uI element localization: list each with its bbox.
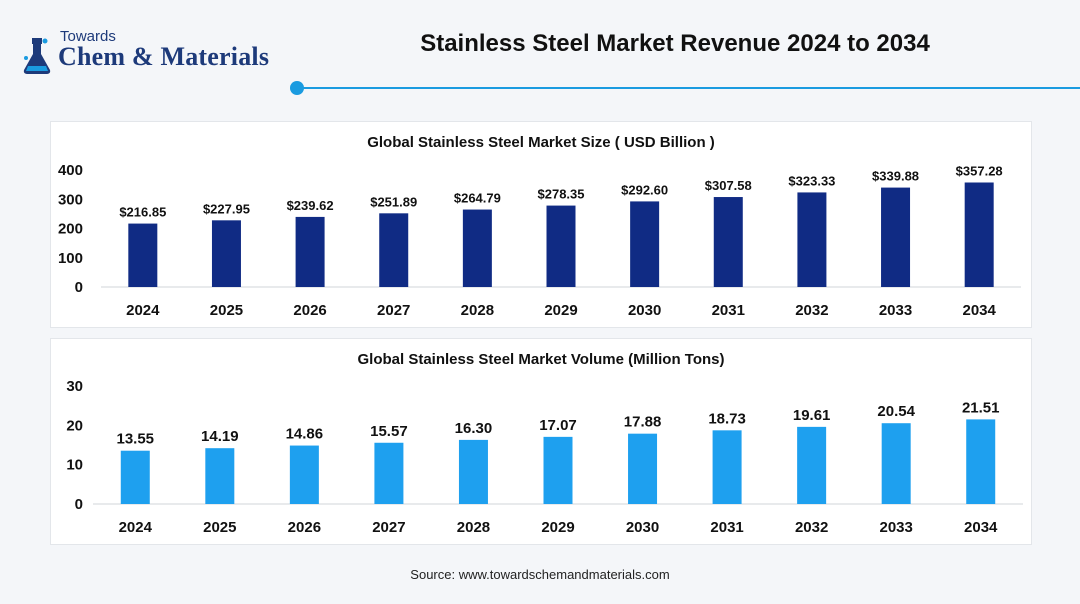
volume-data-label: 18.73 (708, 410, 746, 427)
volume-x-tick-label: 2032 (795, 519, 828, 536)
revenue-data-label: $264.79 (454, 191, 501, 206)
revenue-data-label: $357.28 (956, 163, 1003, 178)
revenue-data-label: $278.35 (538, 187, 585, 202)
volume-bar[interactable] (628, 433, 658, 504)
volume-bar[interactable] (374, 442, 404, 504)
revenue-x-tick-label: 2028 (461, 302, 494, 319)
volume-bar[interactable] (543, 436, 573, 504)
revenue-x-tick-label: 2034 (962, 302, 996, 319)
volume-x-tick-label: 2025 (203, 519, 236, 536)
volume-x-tick-label: 2024 (119, 519, 153, 536)
revenue-x-tick-label: 2033 (879, 302, 912, 319)
revenue-data-label: $339.88 (872, 169, 919, 184)
source-note: Source: www.towardschemandmaterials.com (410, 567, 670, 582)
revenue-bar[interactable] (379, 213, 409, 287)
revenue-bar[interactable] (964, 182, 994, 287)
volume-y-tick-label: 0 (75, 496, 83, 513)
revenue-y-tick-label: 300 (58, 191, 83, 208)
revenue-bar[interactable] (630, 201, 660, 287)
logo-towards-text: Towards (60, 28, 116, 45)
volume-bar[interactable] (797, 426, 827, 504)
revenue-bar[interactable] (462, 209, 492, 287)
revenue-data-label: $239.62 (287, 198, 334, 213)
revenue-chart: 0 100 200 300 400 $216.85 2024 $227.95 2025 $239.… (58, 162, 1021, 319)
revenue-x-tick-label: 2027 (377, 302, 410, 319)
flask-icon (23, 38, 51, 74)
volume-y-tick-label: 30 (66, 378, 83, 395)
volume-data-label: 19.61 (793, 407, 831, 424)
volume-bar[interactable] (881, 423, 911, 504)
revenue-x-tick-label: 2024 (126, 302, 160, 319)
volume-data-label: 14.86 (286, 426, 324, 443)
revenue-data-label: $216.85 (119, 205, 166, 220)
volume-x-tick-label: 2028 (457, 519, 490, 536)
revenue-bar[interactable] (211, 220, 241, 287)
revenue-y-tick-label: 0 (75, 279, 83, 296)
volume-data-label: 17.07 (539, 417, 577, 434)
volume-chart-panel: Global Stainless Steel Market Volume (Mi… (50, 338, 1032, 545)
volume-bar[interactable] (712, 430, 742, 504)
volume-bar[interactable] (205, 448, 235, 504)
revenue-data-label: $227.95 (203, 201, 250, 216)
revenue-x-tick-label: 2026 (293, 302, 326, 319)
revenue-bar[interactable] (546, 205, 576, 287)
revenue-bar[interactable] (797, 192, 827, 287)
revenue-y-tick-label: 200 (58, 221, 83, 238)
volume-data-label: 20.54 (877, 403, 915, 420)
title-underline-dot (290, 81, 304, 95)
header: Towards Chem & Materials Stainless Steel… (0, 0, 1080, 100)
revenue-y-tick-label: 100 (58, 250, 83, 267)
volume-y-tick-label: 10 (66, 457, 83, 474)
revenue-data-label: $323.33 (788, 173, 835, 188)
revenue-data-label: $307.58 (705, 178, 752, 193)
volume-x-tick-label: 2034 (964, 519, 998, 536)
revenue-bar[interactable] (128, 223, 158, 287)
volume-bar[interactable] (458, 439, 488, 504)
volume-data-label: 21.51 (962, 399, 1000, 416)
revenue-data-label: $292.60 (621, 182, 668, 197)
volume-bar[interactable] (120, 450, 150, 504)
volume-data-label: 13.55 (116, 431, 154, 448)
logo-brand-text: Chem & Materials (58, 42, 270, 71)
title-underline (297, 87, 1080, 89)
volume-bar[interactable] (289, 445, 319, 504)
volume-x-tick-label: 2030 (626, 519, 659, 536)
volume-data-label: 17.88 (624, 414, 662, 431)
volume-x-tick-label: 2026 (288, 519, 321, 536)
volume-x-tick-label: 2033 (879, 519, 912, 536)
volume-bar[interactable] (966, 419, 996, 504)
revenue-x-tick-label: 2025 (210, 302, 243, 319)
revenue-x-tick-label: 2031 (712, 302, 745, 319)
revenue-bar[interactable] (713, 197, 743, 287)
revenue-chart-title: Global Stainless Steel Market Size ( USD… (367, 134, 715, 151)
volume-x-tick-label: 2031 (710, 519, 743, 536)
revenue-bar[interactable] (881, 187, 911, 287)
revenue-x-tick-label: 2032 (795, 302, 828, 319)
volume-data-label: 14.19 (201, 428, 239, 445)
volume-data-label: 15.57 (370, 423, 408, 440)
volume-chart-title: Global Stainless Steel Market Volume (Mi… (357, 351, 725, 368)
volume-y-tick-label: 20 (66, 417, 83, 434)
page-title: Stainless Steel Market Revenue 2024 to 2… (420, 30, 930, 57)
revenue-x-tick-label: 2030 (628, 302, 661, 319)
logo[interactable]: Towards Chem & Materials (18, 28, 288, 76)
volume-x-tick-label: 2027 (372, 519, 405, 536)
revenue-x-tick-label: 2029 (544, 302, 577, 319)
revenue-y-tick-label: 400 (58, 162, 83, 179)
volume-chart: 010203013.55202414.19202514.86202615.572… (66, 378, 1023, 536)
volume-data-label: 16.30 (455, 420, 493, 437)
revenue-bar[interactable] (295, 216, 325, 287)
volume-x-tick-label: 2029 (541, 519, 574, 536)
revenue-chart-panel: Global Stainless Steel Market Size ( USD… (50, 121, 1032, 328)
revenue-data-label: $251.89 (370, 194, 417, 209)
